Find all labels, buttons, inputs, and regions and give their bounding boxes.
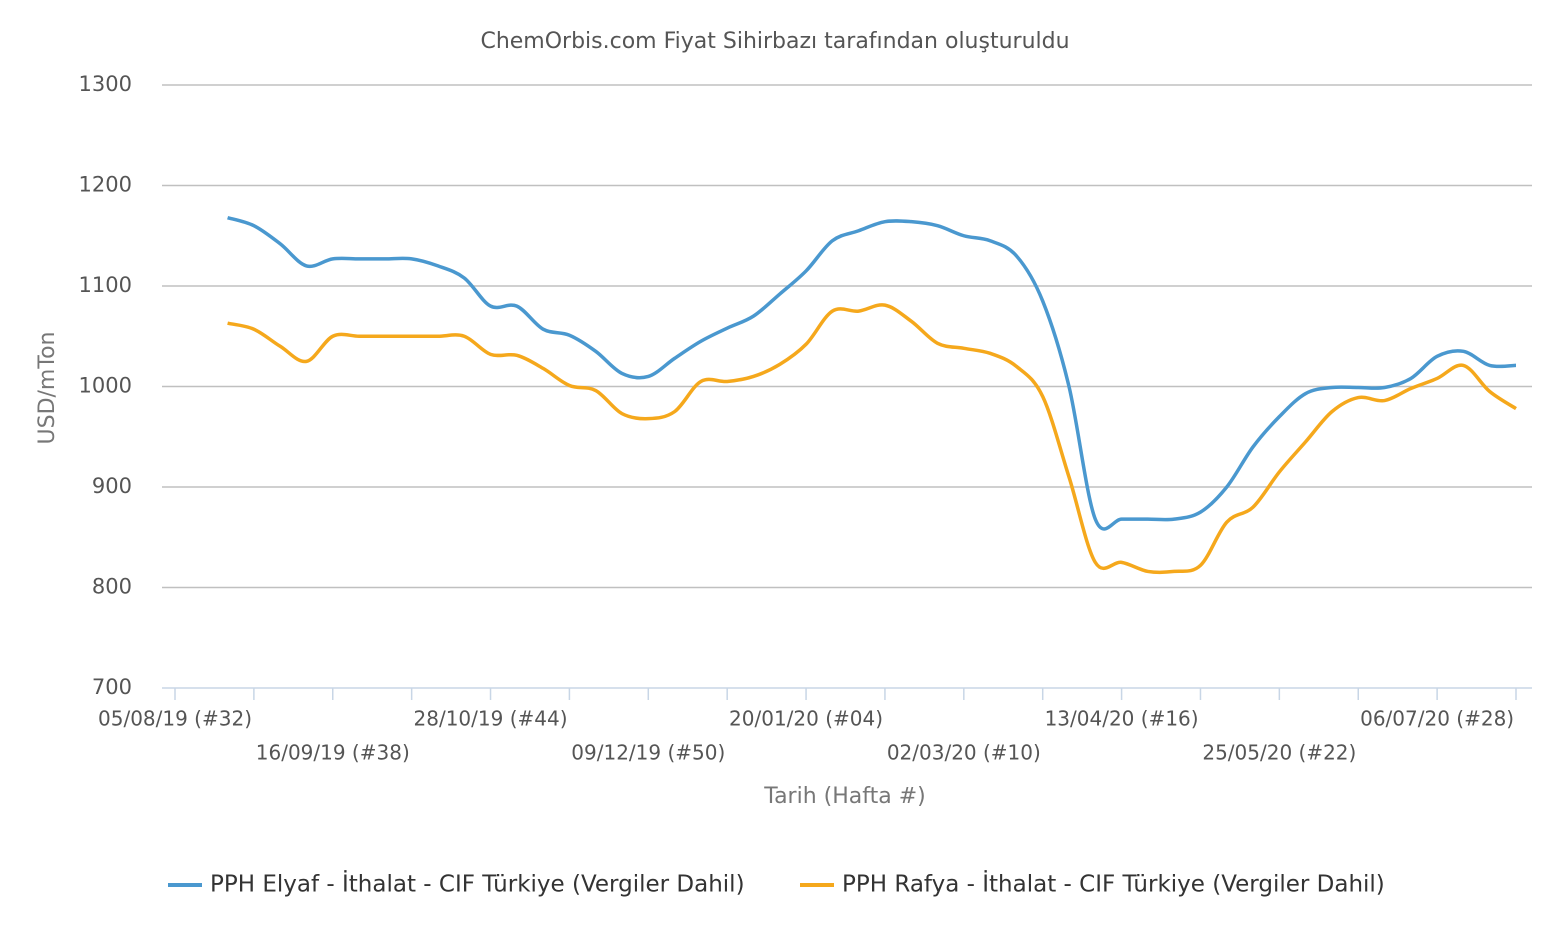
x-axis-label: Tarih (Hafta #) xyxy=(763,784,925,809)
legend-label: PPH Elyaf - İthalat - CIF Türkiye (Vergi… xyxy=(210,870,745,898)
y-tick-label: 900 xyxy=(92,474,132,498)
series-line xyxy=(227,303,1517,575)
x-tick-label: 16/09/19 (#38) xyxy=(256,741,410,765)
x-tick-label: 13/04/20 (#16) xyxy=(1045,707,1199,731)
y-tick-label: 800 xyxy=(92,575,132,599)
y-axis-label: USD/mTon xyxy=(35,332,60,445)
x-tick-label: 20/01/20 (#04) xyxy=(729,707,883,731)
x-tick-label: 25/05/20 (#22) xyxy=(1202,741,1356,765)
y-tick-label: 1200 xyxy=(79,173,132,197)
legend-label: PPH Rafya - İthalat - CIF Türkiye (Vergi… xyxy=(842,870,1385,898)
x-tick-label: 09/12/19 (#50) xyxy=(571,741,725,765)
series-line xyxy=(227,215,1517,531)
x-tick-label: 02/03/20 (#10) xyxy=(887,741,1041,765)
y-tick-label: 700 xyxy=(92,675,132,699)
x-tick-label: 06/07/20 (#28) xyxy=(1360,707,1514,731)
x-tick-label: 28/10/19 (#44) xyxy=(414,707,568,731)
y-tick-label: 1300 xyxy=(79,72,132,96)
chart-title: ChemOrbis.com Fiyat Sihirbazı tarafından… xyxy=(480,29,1069,54)
x-tick-label: 05/08/19 (#32) xyxy=(98,707,252,731)
y-tick-label: 1100 xyxy=(79,273,132,297)
y-tick-label: 1000 xyxy=(79,374,132,398)
